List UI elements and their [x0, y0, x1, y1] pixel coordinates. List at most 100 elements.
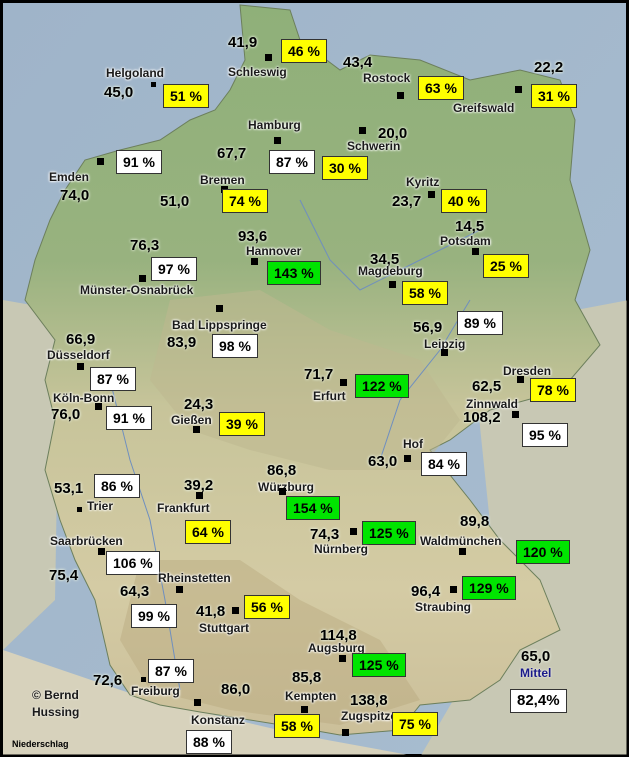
value-hof: 63,0: [368, 453, 398, 470]
pct-konstanz: 88 %: [186, 730, 232, 754]
neighbour-land-west: [3, 300, 60, 650]
value-lippspringe: 83,9: [167, 334, 197, 351]
value-erfurt: 71,7: [304, 366, 334, 383]
value-zugspitze: 138,8: [350, 692, 388, 709]
label-hamburg: Hamburg: [248, 118, 301, 132]
pct-zugspitze: 75 %: [392, 712, 438, 736]
label-kempten: Kempten: [285, 689, 337, 703]
pct-hannover: 143 %: [267, 261, 321, 285]
pct-osnabrueck: 97 %: [151, 257, 197, 281]
mittel-value: 65,0: [521, 648, 551, 665]
value-hamburg: 67,7: [217, 145, 247, 162]
value-koelnbonn: 76,0: [51, 406, 81, 423]
label-kyritz: Kyritz: [406, 175, 440, 189]
value-bremen: 51,0: [160, 193, 190, 210]
value-greifswald: 22,2: [534, 59, 564, 76]
label-emden: Emden: [49, 170, 90, 184]
copyright-text: © Bernd Hussing: [32, 688, 80, 719]
label-konstanz: Konstanz: [191, 713, 245, 727]
value-potsdam: 14,5: [455, 218, 485, 235]
label-waldmuenchen: Waldmünchen: [420, 534, 502, 548]
marker-augsburg: [339, 655, 346, 662]
label-rheinstetten: Rheinstetten: [158, 571, 231, 585]
pct-dresden: 78 %: [530, 378, 576, 402]
marker-helgoland: [151, 82, 156, 87]
pct-trier: 86 %: [94, 474, 140, 498]
neighbour-land-east: [420, 300, 629, 757]
mittel-pct: 82,4%: [510, 689, 567, 713]
value-waldmuenchen: 89,8: [460, 513, 490, 530]
marker-giessen: [193, 426, 200, 433]
label-stuttgart: Stuttgart: [199, 621, 249, 635]
marker-leipzig: [441, 349, 448, 356]
label-rostock: Rostock: [363, 71, 411, 85]
pct-freiburg: 87 %: [148, 659, 194, 683]
marker-greifswald: [515, 86, 522, 93]
pct-leipzig: 89 %: [457, 311, 503, 335]
pct-erfurt: 122 %: [355, 374, 409, 398]
pct-bremen: 74 %: [222, 189, 268, 213]
pct-wuerzburg: 154 %: [286, 496, 340, 520]
neighbour-land-south: [3, 650, 420, 757]
value-rostock: 43,4: [343, 54, 373, 71]
pct-waldmuenchen: 120 %: [516, 540, 570, 564]
pct-lippspringe: 98 %: [212, 334, 258, 358]
label-giessen: Gießen: [171, 413, 212, 427]
label-dresden: Dresden: [503, 364, 552, 378]
marker-schwerin: [359, 127, 366, 134]
marker-kyritz: [428, 191, 435, 198]
marker-freiburg: [141, 677, 146, 682]
marker-duesseldorf: [77, 363, 84, 370]
label-erfurt: Erfurt: [313, 389, 346, 403]
label-augsburg: Augsburg: [308, 641, 365, 655]
label-frankfurt: Frankfurt: [157, 501, 210, 515]
marker-magdeburg: [389, 281, 396, 288]
marker-potsdam: [472, 248, 479, 255]
label-zugspitze: Zugspitze: [341, 709, 397, 723]
label-osnabrueck: Münster-Osnabrück: [80, 283, 194, 297]
marker-hannover: [251, 258, 258, 265]
marker-waldmuenchen: [459, 548, 466, 555]
label-nuernberg: Nürnberg: [314, 542, 368, 556]
label-zinnwald: Zinnwald: [466, 397, 518, 411]
value-giessen: 24,3: [184, 396, 214, 413]
pct-augsburg: 125 %: [352, 653, 406, 677]
value-schleswig: 41,9: [228, 34, 258, 51]
marker-frankfurt: [196, 492, 203, 499]
label-hannover: Hannover: [246, 244, 302, 258]
marker-rostock: [397, 92, 404, 99]
pct-zinnwald: 95 %: [522, 423, 568, 447]
southern-uplands-shading: [120, 560, 420, 725]
marker-zugspitze: [342, 729, 349, 736]
value-rheinstetten: 64,3: [120, 583, 150, 600]
pct-saarbruecken: 106 %: [106, 551, 160, 575]
value-magdeburg: 34,5: [370, 251, 400, 268]
marker-nuernberg: [350, 528, 357, 535]
value-osnabrueck: 76,3: [130, 237, 160, 254]
marker-trier: [77, 507, 82, 512]
label-helgoland: Helgoland: [106, 66, 165, 80]
pct-potsdam: 25 %: [483, 254, 529, 278]
marker-schleswig: [265, 54, 272, 61]
pct-frankfurt: 64 %: [185, 520, 231, 544]
label-duesseldorf: Düsseldorf: [47, 348, 110, 362]
value-schwerin: 20,0: [378, 125, 408, 142]
marker-koelnbonn: [95, 403, 102, 410]
value-saarbruecken: 75,4: [49, 567, 79, 584]
pct-hof: 84 %: [421, 452, 467, 476]
pct-schwerin: 30 %: [322, 156, 368, 180]
marker-straubing: [450, 586, 457, 593]
label-hof: Hof: [403, 437, 423, 451]
value-hannover: 93,6: [238, 228, 268, 245]
value-straubing: 96,4: [411, 583, 441, 600]
marker-emden: [97, 158, 104, 165]
pct-duesseldorf: 87 %: [90, 367, 136, 391]
pct-giessen: 39 %: [219, 412, 265, 436]
label-leipzig: Leipzig: [424, 337, 466, 351]
value-zinnwald: 108,2: [463, 409, 501, 426]
label-schwerin: Schwerin: [347, 139, 401, 153]
pct-straubing: 129 %: [462, 576, 516, 600]
value-wuerzburg: 86,8: [267, 462, 297, 479]
marker-stuttgart: [232, 607, 239, 614]
